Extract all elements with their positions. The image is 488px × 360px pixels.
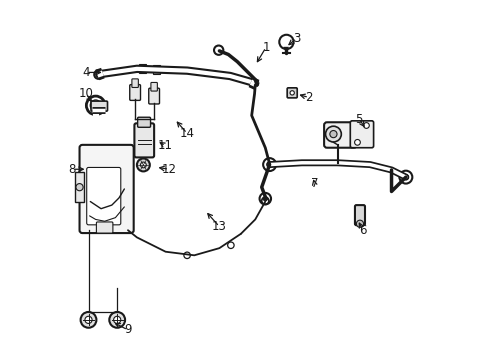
Bar <box>139 64 145 73</box>
Text: 14: 14 <box>179 127 194 140</box>
Circle shape <box>140 162 146 168</box>
Circle shape <box>329 131 336 138</box>
FancyBboxPatch shape <box>80 145 133 233</box>
FancyBboxPatch shape <box>151 82 157 91</box>
FancyBboxPatch shape <box>286 88 297 98</box>
Text: 10: 10 <box>79 87 93 100</box>
Text: 8: 8 <box>68 163 76 176</box>
Circle shape <box>363 123 368 129</box>
FancyBboxPatch shape <box>129 85 140 100</box>
Circle shape <box>76 184 83 191</box>
FancyBboxPatch shape <box>324 122 356 148</box>
Circle shape <box>325 126 341 142</box>
FancyBboxPatch shape <box>349 121 373 148</box>
Circle shape <box>263 197 267 201</box>
Text: 7: 7 <box>310 177 318 190</box>
Circle shape <box>403 175 407 180</box>
FancyBboxPatch shape <box>148 88 159 104</box>
Text: 11: 11 <box>158 139 173 152</box>
Circle shape <box>81 312 96 328</box>
Text: 5: 5 <box>355 113 362 126</box>
Text: 9: 9 <box>124 323 131 336</box>
Text: 12: 12 <box>162 163 176 176</box>
Circle shape <box>113 316 121 323</box>
Text: 6: 6 <box>358 224 366 237</box>
Circle shape <box>399 171 411 184</box>
FancyBboxPatch shape <box>91 101 107 111</box>
Circle shape <box>183 252 190 258</box>
Bar <box>153 65 160 74</box>
Circle shape <box>85 316 92 323</box>
FancyBboxPatch shape <box>132 79 138 87</box>
FancyBboxPatch shape <box>354 205 364 225</box>
Circle shape <box>263 158 276 171</box>
Circle shape <box>356 220 363 227</box>
FancyBboxPatch shape <box>86 167 121 225</box>
FancyBboxPatch shape <box>74 172 83 202</box>
Circle shape <box>266 162 271 167</box>
FancyBboxPatch shape <box>96 222 113 233</box>
Text: 1: 1 <box>262 41 269 54</box>
Text: 13: 13 <box>211 220 226 233</box>
Text: 3: 3 <box>292 32 300 45</box>
Circle shape <box>289 91 294 95</box>
Text: 4: 4 <box>82 66 90 79</box>
Circle shape <box>137 158 149 171</box>
Circle shape <box>227 242 234 248</box>
Circle shape <box>214 45 223 55</box>
Circle shape <box>259 193 270 204</box>
FancyBboxPatch shape <box>134 123 154 157</box>
Text: 2: 2 <box>305 91 312 104</box>
FancyBboxPatch shape <box>137 117 150 127</box>
Circle shape <box>94 70 102 79</box>
Circle shape <box>354 139 360 145</box>
Circle shape <box>109 312 125 328</box>
